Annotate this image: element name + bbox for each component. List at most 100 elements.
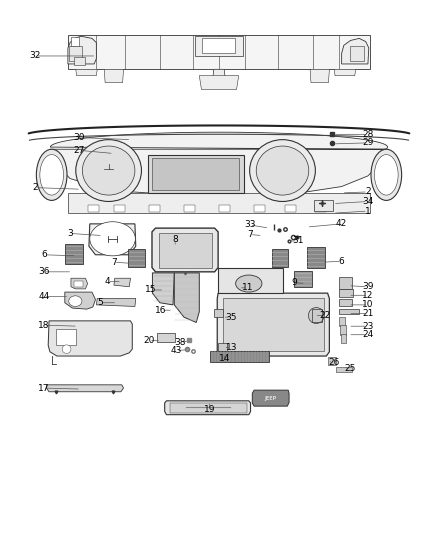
Text: 8: 8 xyxy=(172,236,178,244)
Bar xyxy=(68,193,370,213)
Bar xyxy=(68,35,370,69)
Polygon shape xyxy=(48,321,132,356)
Polygon shape xyxy=(217,293,329,356)
Bar xyxy=(184,205,195,212)
Text: 2: 2 xyxy=(32,183,38,192)
Text: 42: 42 xyxy=(336,220,347,228)
Text: 43: 43 xyxy=(170,346,182,355)
Bar xyxy=(114,205,125,212)
Polygon shape xyxy=(68,36,96,64)
Bar xyxy=(74,281,83,287)
Text: 25: 25 xyxy=(345,365,356,373)
Bar xyxy=(149,205,160,212)
Bar xyxy=(339,299,352,306)
Bar xyxy=(69,46,82,61)
Text: 32: 32 xyxy=(29,52,41,60)
Text: 15: 15 xyxy=(145,286,157,294)
Ellipse shape xyxy=(82,146,135,195)
Text: 7: 7 xyxy=(247,230,253,239)
Text: 13: 13 xyxy=(226,343,237,352)
Text: 24: 24 xyxy=(362,330,374,339)
Ellipse shape xyxy=(40,155,64,195)
Polygon shape xyxy=(104,69,124,83)
Polygon shape xyxy=(114,278,131,287)
Text: 17: 17 xyxy=(38,384,49,392)
Bar xyxy=(157,333,175,342)
Polygon shape xyxy=(89,224,136,255)
Bar xyxy=(328,357,336,365)
Text: 6: 6 xyxy=(339,257,345,265)
Text: 35: 35 xyxy=(226,313,237,321)
Text: 39: 39 xyxy=(362,282,374,291)
Polygon shape xyxy=(46,385,124,392)
Ellipse shape xyxy=(236,275,262,292)
Text: 38: 38 xyxy=(175,338,186,346)
Bar xyxy=(218,343,227,351)
Bar xyxy=(315,205,326,212)
Text: 26: 26 xyxy=(328,358,339,367)
Ellipse shape xyxy=(69,296,82,306)
Bar xyxy=(65,244,83,264)
Bar xyxy=(159,233,212,268)
Bar xyxy=(218,268,283,293)
Text: 21: 21 xyxy=(362,309,374,318)
Text: 16: 16 xyxy=(155,306,167,314)
Polygon shape xyxy=(152,228,218,272)
Text: 18: 18 xyxy=(38,321,49,329)
Bar xyxy=(210,351,269,362)
Text: 3: 3 xyxy=(67,229,73,238)
Ellipse shape xyxy=(62,345,71,353)
Polygon shape xyxy=(334,69,356,76)
Text: 27: 27 xyxy=(73,146,85,155)
Text: 4: 4 xyxy=(105,277,110,286)
Text: 9: 9 xyxy=(291,278,297,287)
Polygon shape xyxy=(165,401,251,415)
Bar xyxy=(148,155,244,193)
Ellipse shape xyxy=(36,149,67,200)
Ellipse shape xyxy=(256,146,309,195)
Bar xyxy=(341,334,346,343)
Polygon shape xyxy=(212,69,226,83)
Polygon shape xyxy=(174,273,199,322)
Text: 31: 31 xyxy=(292,237,304,245)
Ellipse shape xyxy=(90,222,135,256)
Text: 36: 36 xyxy=(38,268,49,276)
Bar xyxy=(219,205,230,212)
Text: 12: 12 xyxy=(362,291,374,300)
Text: 33: 33 xyxy=(244,221,255,229)
Bar xyxy=(56,329,76,345)
Polygon shape xyxy=(76,69,97,76)
Text: 1: 1 xyxy=(365,207,371,215)
Text: 14: 14 xyxy=(219,354,230,362)
Bar xyxy=(214,309,223,317)
Bar xyxy=(350,46,364,61)
Bar xyxy=(128,249,145,266)
Bar xyxy=(339,289,353,297)
Polygon shape xyxy=(310,69,329,83)
Polygon shape xyxy=(252,390,289,406)
Text: 6: 6 xyxy=(41,251,47,259)
Text: 30: 30 xyxy=(73,133,85,142)
Bar xyxy=(195,36,243,56)
Text: 10: 10 xyxy=(362,301,374,309)
Bar xyxy=(74,57,85,65)
Polygon shape xyxy=(96,298,136,306)
Bar xyxy=(339,317,345,326)
Bar xyxy=(202,38,235,53)
Text: 29: 29 xyxy=(362,139,374,147)
Ellipse shape xyxy=(371,149,402,200)
Ellipse shape xyxy=(76,140,141,201)
Polygon shape xyxy=(65,292,95,309)
Polygon shape xyxy=(199,76,239,90)
Text: 23: 23 xyxy=(362,322,374,330)
Bar xyxy=(314,200,333,211)
Ellipse shape xyxy=(250,140,315,201)
Polygon shape xyxy=(342,38,369,64)
Ellipse shape xyxy=(374,155,398,195)
Polygon shape xyxy=(50,132,388,196)
Text: 11: 11 xyxy=(242,284,253,292)
Bar xyxy=(71,37,79,46)
Bar xyxy=(336,367,352,372)
Bar xyxy=(307,247,325,268)
Bar xyxy=(170,403,247,413)
